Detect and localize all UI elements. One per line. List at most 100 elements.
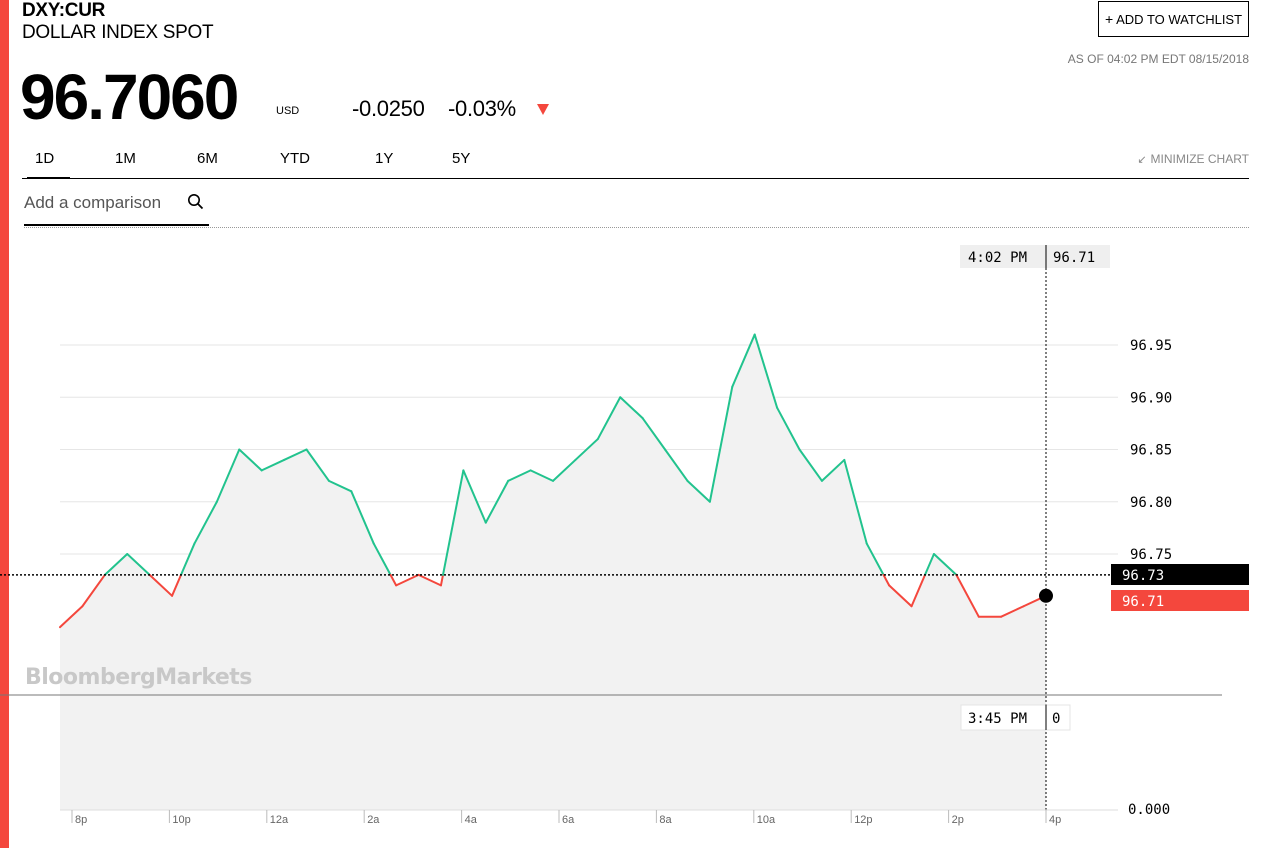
price-segment [882, 573, 891, 587]
price-segment [664, 448, 689, 482]
price-segment [820, 458, 846, 482]
price-segment [843, 458, 868, 545]
previous-close-badge: 96.73 [1111, 564, 1249, 585]
price-segment [888, 584, 913, 608]
security-name: DOLLAR INDEX SPOT [22, 22, 214, 43]
price-segment [238, 448, 263, 472]
watchlist-label: ADD TO WATCHLIST [1116, 12, 1243, 27]
price-segment [507, 469, 532, 482]
x-tick-label: 4p [1049, 814, 1061, 826]
crosshair-time: 4:02 PM [968, 250, 1027, 266]
y-tick-label: 96.90 [1130, 390, 1172, 406]
minimize-icon: ↙ [1137, 154, 1147, 166]
y-axis: 96.95 96.90 96.85 96.80 96.75 [1130, 338, 1172, 563]
x-tick-label: 12a [270, 814, 289, 826]
x-tick-label: 10a [757, 814, 776, 826]
price-segment [305, 448, 330, 482]
price-segment [260, 458, 286, 472]
ticker-symbol: DXY:CUR [22, 0, 106, 21]
last-value: 96.71 [1122, 594, 1164, 610]
last-point-marker [1039, 588, 1053, 603]
y-tick-label: 96.95 [1130, 338, 1172, 354]
search-icon[interactable] [187, 193, 205, 211]
tab-6m[interactable]: 6M [197, 150, 218, 167]
price-segment [215, 448, 241, 503]
price-segment [148, 573, 174, 597]
x-tick-label: 4a [465, 814, 478, 826]
tab-1y[interactable]: 1Y [375, 150, 394, 167]
price-segment [708, 385, 734, 503]
chart-area-fill [60, 334, 1046, 810]
price-segment [798, 448, 823, 482]
price-segment [910, 573, 926, 608]
price-segment [417, 573, 442, 587]
volume-readout: 3:45 PM 0 [960, 704, 1071, 731]
price-segment [126, 553, 151, 576]
price-segment [529, 469, 554, 482]
plus-icon: + [1104, 11, 1114, 27]
price-segment [395, 573, 420, 587]
crosshair-value: 96.71 [1053, 250, 1095, 266]
price-segment [865, 542, 885, 576]
price-segment [552, 458, 577, 482]
price-segment [81, 573, 106, 608]
price-segment [932, 553, 958, 576]
previous-close-value: 96.73 [1122, 568, 1164, 584]
bloomberg-watermark: BloombergMarkets [25, 665, 252, 690]
x-tick-label: 8p [75, 814, 87, 826]
price-segment [776, 406, 801, 451]
minimize-chart-button[interactable]: ↙ MINIMIZE CHART [1137, 152, 1249, 166]
price-segment [753, 333, 779, 409]
volume-axis-label: 0.000 [1128, 802, 1170, 818]
price-segment [484, 479, 510, 524]
y-tick-label: 96.85 [1130, 443, 1172, 459]
price-segment [462, 469, 487, 524]
price-segment [1000, 605, 1025, 618]
volume-value: 0 [1052, 711, 1060, 727]
x-tick-label: 10p [172, 814, 190, 826]
price-segment [923, 553, 935, 576]
price-segment [641, 417, 667, 451]
tab-5y[interactable]: 5Y [452, 150, 471, 167]
price-segment [686, 479, 711, 503]
tab-1m[interactable]: 1M [115, 150, 136, 167]
price-segment [596, 396, 622, 441]
tab-ytd[interactable]: YTD [280, 150, 310, 167]
comparison-search [24, 188, 209, 226]
price-segment [103, 553, 129, 576]
price-segment [441, 469, 465, 576]
y-tick-label: 96.75 [1130, 547, 1172, 563]
timeframe-tabs: 1D 1M 6M YTD 1Y 5Y [22, 150, 1249, 179]
down-arrow-icon [537, 104, 549, 115]
price-segment [350, 490, 375, 545]
x-axis: 8p 10p 12a 2a 4a 6a 8a 10a 12p 2p 4p [71, 810, 1061, 826]
price-segment [619, 396, 644, 420]
as-of-timestamp: AS OF 04:02 PM EDT 08/15/2018 [1067, 52, 1249, 66]
price-segment [171, 573, 183, 597]
price-segment [731, 333, 756, 388]
comparison-input[interactable] [24, 188, 184, 218]
price-segment [283, 448, 308, 461]
volume-time: 3:45 PM [968, 711, 1027, 727]
price-segment [193, 500, 218, 545]
price-segment [389, 573, 398, 587]
add-to-watchlist-button[interactable]: + ADD TO WATCHLIST [1098, 1, 1249, 37]
price-segment [574, 438, 599, 461]
y-tick-label: 96.80 [1130, 495, 1172, 511]
price-segment [955, 573, 980, 618]
price-change: -0.0250 [352, 96, 425, 121]
x-tick-label: 6a [562, 814, 575, 826]
tab-1d[interactable]: 1D [26, 150, 71, 179]
price-segment [59, 605, 84, 629]
x-tick-label: 8a [659, 814, 672, 826]
price-segment [439, 573, 444, 587]
x-tick-label: 12p [854, 814, 872, 826]
last-value-badge: 96.71 [1111, 590, 1249, 611]
percent-change: -0.03% [448, 96, 516, 121]
price-line [59, 333, 1047, 629]
price-segment [180, 542, 196, 576]
price-segment [372, 542, 392, 576]
x-tick-label: 2p [952, 814, 964, 826]
price-segment [327, 479, 353, 493]
